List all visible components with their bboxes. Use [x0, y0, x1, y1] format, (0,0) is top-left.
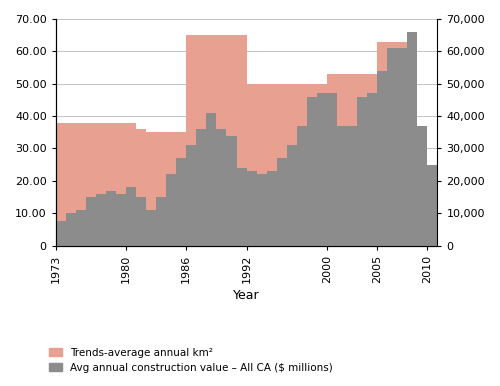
- X-axis label: Year: Year: [233, 288, 260, 301]
- Polygon shape: [56, 35, 438, 245]
- Polygon shape: [56, 32, 438, 245]
- Legend: Trends-average annual km², Avg annual construction value – All CA ($ millions): Trends-average annual km², Avg annual co…: [45, 344, 337, 377]
